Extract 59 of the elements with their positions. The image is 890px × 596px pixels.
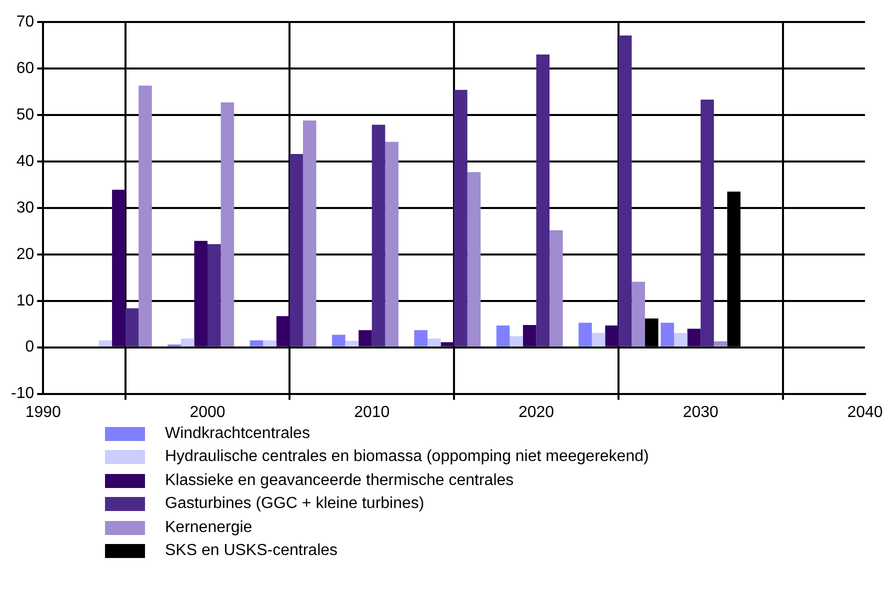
- bar: [332, 334, 346, 346]
- x-tick-label: 2010: [354, 404, 390, 421]
- bar: [687, 328, 701, 346]
- bar: [578, 322, 592, 346]
- bar: [496, 325, 510, 346]
- bar: [414, 330, 428, 346]
- y-tick-label: 20: [16, 246, 34, 263]
- bar: [263, 340, 276, 346]
- bar: [220, 102, 234, 346]
- y-tick-label: 40: [16, 152, 34, 170]
- bar: [180, 338, 194, 346]
- bar: [440, 342, 454, 346]
- bar: [208, 244, 221, 346]
- y-tick-label: 10: [16, 292, 34, 310]
- bar: [194, 240, 208, 346]
- bar: [427, 338, 441, 346]
- legend-label: Windkrachtcentrales: [165, 424, 310, 443]
- bar: [98, 340, 112, 346]
- bar: [125, 308, 139, 346]
- x-tick-label: 2020: [518, 404, 554, 421]
- y-tick-label: -10: [11, 385, 34, 402]
- bar: [138, 86, 152, 346]
- bar: [112, 190, 126, 346]
- y-tick-label: 30: [16, 199, 34, 216]
- bar: [660, 322, 674, 346]
- bar: [345, 340, 359, 346]
- bar: [522, 325, 536, 346]
- bar: [618, 35, 632, 346]
- x-tick-label: 2040: [847, 404, 883, 421]
- bar: [290, 154, 303, 346]
- bar: [592, 332, 606, 346]
- x-tick-label: 1990: [25, 404, 62, 421]
- bar: [467, 172, 481, 346]
- y-tick-label: 50: [16, 106, 34, 124]
- bar: [276, 316, 290, 346]
- y-tick-label: 60: [16, 60, 34, 77]
- bar: [250, 340, 264, 346]
- bar: [372, 124, 386, 346]
- x-tick-label: 2000: [190, 404, 226, 421]
- y-tick-label: 0: [25, 338, 34, 356]
- y-tick-label: 70: [16, 13, 34, 30]
- bar: [674, 332, 688, 346]
- bar: [550, 230, 563, 346]
- bar: [605, 325, 618, 346]
- legend-label: SKS en USKS-centrales: [165, 542, 338, 560]
- bar: [714, 341, 728, 346]
- bar: [700, 100, 714, 346]
- bar: [536, 54, 550, 346]
- bar: [632, 282, 646, 346]
- bar: [454, 90, 468, 346]
- legend-label: Kernenergie: [165, 518, 252, 537]
- bar: [510, 336, 523, 346]
- bar: [358, 330, 372, 346]
- bar: [302, 120, 316, 346]
- legend-label: Gasturbines (GGC + kleine turbines): [165, 495, 424, 514]
- legend-label: Klassieke en geavanceerde thermische centrales: [165, 472, 514, 490]
- legend-label: Hydraulische centrales en biomassa (oppomping niet meegerekend): [165, 448, 649, 466]
- x-tick-label: 2030: [682, 404, 719, 421]
- bar: [385, 142, 398, 346]
